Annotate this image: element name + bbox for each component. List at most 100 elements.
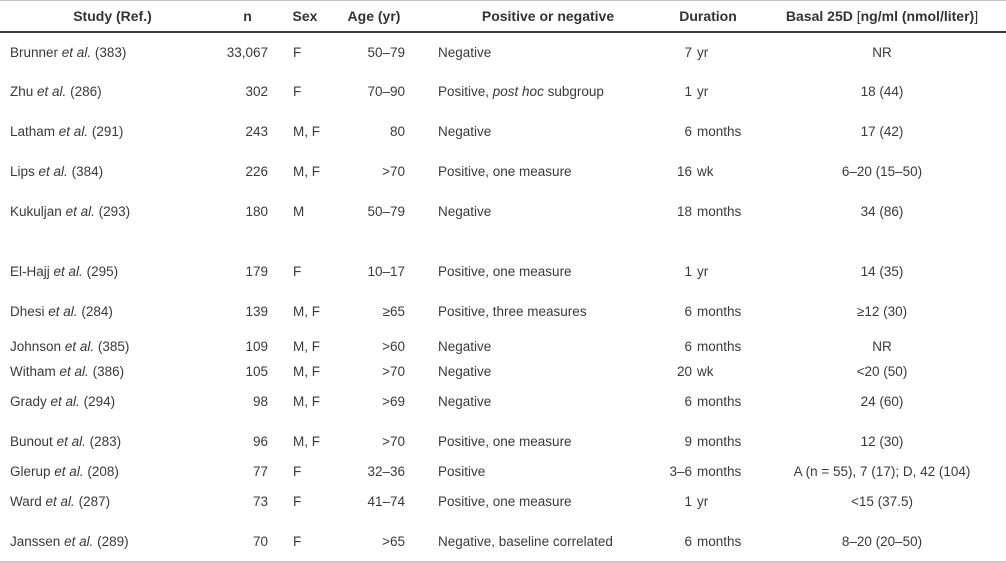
study-etal: et al. [56,434,86,449]
duration-number: 7 [684,44,692,60]
study-ref: (295) [86,264,119,279]
study-ref: (293) [98,204,131,219]
n-cell: 73 [252,494,268,509]
duration-number: 3–6 [669,464,692,479]
result-text: Negative [438,364,492,379]
study-name: Brunner [10,44,59,60]
duration-unit: months [697,339,742,354]
study-cell: Johnson et al. (385) [0,332,225,362]
age-cell: 50–79 [367,204,405,219]
result-cell: Negative [408,32,658,72]
age-cell: 41–74 [367,494,405,509]
table-row: Kukuljan et al. (293) 180 M 50–79 Negati… [0,192,1006,232]
age-cell: ≥65 [382,304,405,319]
study-etal: et al. [45,494,75,509]
duration-unit: months [697,434,742,449]
study-ref: (386) [92,364,125,379]
sex-cell: M [293,204,305,219]
age-cell: >69 [382,394,405,409]
sex-cell: F [293,44,302,60]
result-cell: Negative [408,382,658,422]
header-row: Study (Ref.) n Sex Age (yr) Positive or … [0,0,1006,33]
study-cell: Dhesi et al. (284) [0,292,225,332]
n-cell: 70 [252,533,268,549]
sex-cell: M, F [293,164,320,179]
duration-unit: months [697,464,742,479]
basal-25d-cell: 6–20 (15–50) [841,164,923,179]
table-row: Johnson et al. (385) 109 M, F >60 Negati… [0,332,1006,362]
duration-number: 1 [684,264,692,279]
study-cell: Kukuljan et al. (293) [0,192,225,232]
n-cell: 243 [245,124,268,139]
study-name: Witham [10,364,56,379]
result-text: Positive, one measure [438,494,572,509]
basal-header-open-bracket: [ [856,7,861,24]
table-row: Ward et al. (287) 73 F 41–74 Positive, o… [0,482,1006,522]
result-text: Negative [438,44,492,60]
duration-cell: 16 wk [658,152,758,192]
study-cell: El-Hajj et al. (295) [0,232,225,292]
study-cell: Bunout et al. (283) [0,422,225,462]
study-name: Janssen [10,533,61,549]
study-ref: (289) [97,533,129,549]
n-cell: 179 [245,264,268,279]
result-text-suffix: subgroup [543,84,604,99]
sex-cell: F [293,533,302,549]
col-header-age: Age (yr) [340,0,408,33]
study-etal: et al. [53,264,83,279]
study-name: Johnson [10,339,62,354]
study-etal: et al. [48,304,78,319]
duration-cell: 18 months [658,192,758,232]
duration-number: 18 [676,204,692,219]
col-header-n: n [225,0,270,33]
col-header-positive-or-negative: Positive or negative [408,0,658,33]
duration-unit: months [697,394,742,409]
table-body: Brunner et al. (383) 33,067 F 50–79 Nega… [0,32,1006,562]
study-ref: (383) [94,44,127,60]
basal-25d-cell: <15 (37.5) [851,494,913,509]
basal-25d-cell: NR [872,339,892,354]
study-ref: (384) [71,164,104,179]
study-name: Dhesi [10,304,45,319]
result-cell: Negative [408,112,658,152]
duration-number: 6 [684,533,692,549]
duration-number: 6 [684,304,692,319]
duration-number: 16 [676,164,692,179]
duration-cell: 6 months [658,292,758,332]
sex-cell: M, F [293,124,320,139]
duration-cell: 20 wk [658,362,758,382]
sex-cell: M, F [293,394,320,409]
result-cell: Positive [408,462,658,482]
n-cell: 96 [252,434,268,449]
result-text: Positive, [438,84,493,99]
age-cell: 10–17 [367,264,405,279]
duration-cell: 6 months [658,332,758,362]
study-etal: et al. [38,164,68,179]
result-text: Negative [438,394,492,409]
result-cell: Negative [408,332,658,362]
study-ref: (283) [89,434,122,449]
study-name: El-Hajj [10,264,50,279]
n-cell: 105 [245,364,268,379]
duration-unit: wk [697,164,714,179]
study-cell: Ward et al. (287) [0,482,225,522]
duration-number: 6 [684,124,692,139]
result-text: Positive, one measure [438,164,572,179]
result-cell: Negative, baseline correlated [408,522,658,562]
col-header-basal-25d: Basal 25D [ng/ml (nmol/liter)] [758,0,1006,33]
study-name: Bunout [10,434,53,449]
result-cell: Positive, one measure [408,152,658,192]
study-ref: (287) [78,494,111,509]
age-cell: 70–90 [367,84,405,99]
duration-number: 1 [684,84,692,99]
study-cell: Zhu et al. (286) [0,72,225,112]
result-cell: Positive, post hoc subgroup [408,72,658,112]
study-etal: et al. [64,339,95,354]
result-cell: Negative [408,362,658,382]
duration-unit: months [697,124,742,139]
age-cell: 50–79 [367,44,405,60]
sex-cell: F [293,464,302,479]
study-ref: (294) [83,394,116,409]
study-name: Ward [10,494,42,509]
sex-cell: F [293,494,302,509]
